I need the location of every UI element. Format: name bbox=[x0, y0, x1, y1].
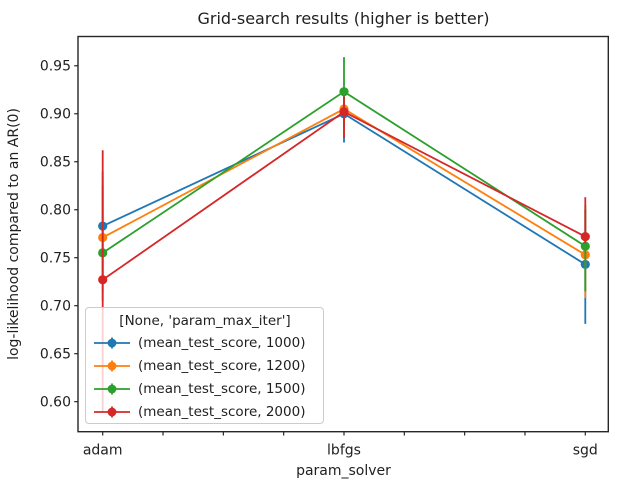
x-tick-label: lbfgs bbox=[327, 443, 361, 459]
legend-item-label: (mean_test_score, 1000) bbox=[138, 334, 306, 351]
data-point bbox=[339, 107, 349, 117]
legend: [None, 'param_max_iter'] (mean_test_scor… bbox=[85, 307, 324, 424]
legend-item-label: (mean_test_score, 2000) bbox=[138, 403, 306, 420]
legend-title: [None, 'param_max_iter'] bbox=[119, 313, 291, 329]
legend-marker-icon bbox=[94, 337, 130, 348]
y-tick-label: 0.65 bbox=[40, 346, 71, 362]
legend-item-label: (mean_test_score, 1500) bbox=[138, 380, 306, 397]
legend-item: (mean_test_score, 1200) bbox=[93, 354, 317, 377]
data-point bbox=[580, 241, 590, 251]
y-tick-label: 0.95 bbox=[40, 59, 71, 75]
legend-item: (mean_test_score, 2000) bbox=[93, 400, 317, 423]
data-point bbox=[580, 231, 590, 242]
x-tick-label: adam bbox=[83, 443, 123, 459]
legend-item-label: (mean_test_score, 1200) bbox=[138, 357, 306, 374]
x-axis-label: param_solver bbox=[296, 463, 391, 479]
y-tick-label: 0.75 bbox=[40, 251, 71, 267]
legend-marker-icon bbox=[94, 406, 130, 417]
legend-item: (mean_test_score, 1000) bbox=[93, 331, 317, 354]
legend-marker-icon bbox=[94, 383, 130, 394]
y-tick-label: 0.80 bbox=[40, 203, 71, 219]
legend-items: (mean_test_score, 1000) (mean_test_score,… bbox=[93, 331, 317, 423]
y-tick-label: 0.70 bbox=[40, 298, 71, 314]
y-tick-label: 0.60 bbox=[40, 394, 71, 410]
y-tick-label: 0.90 bbox=[40, 107, 71, 123]
x-tick-label: sgd bbox=[573, 443, 598, 459]
axis-frame bbox=[77, 35, 609, 433]
chart-title: Grid-search results (higher is better) bbox=[197, 9, 490, 28]
y-tick-label: 0.85 bbox=[40, 155, 71, 171]
legend-marker-icon bbox=[94, 360, 130, 371]
data-point bbox=[98, 275, 108, 285]
legend-item: (mean_test_score, 1500) bbox=[93, 377, 317, 400]
data-point bbox=[339, 87, 349, 97]
y-axis-label: log-likelihood compared to an AR(0) bbox=[6, 108, 22, 360]
